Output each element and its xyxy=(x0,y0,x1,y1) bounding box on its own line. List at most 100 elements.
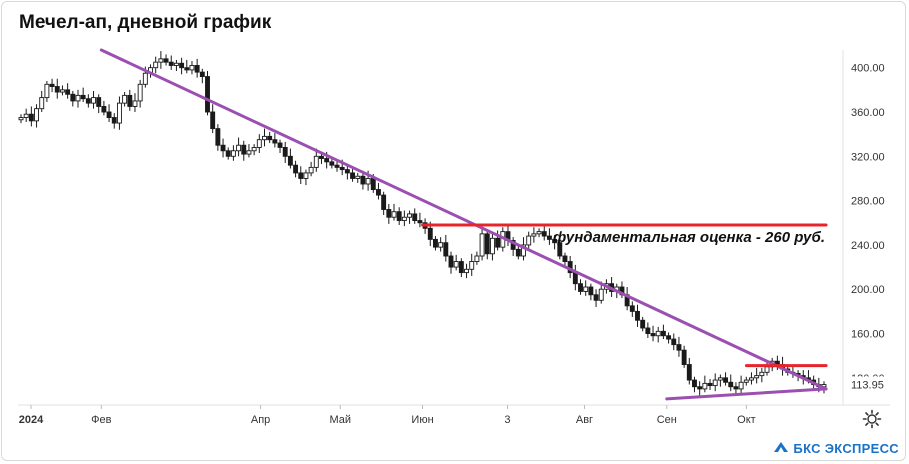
last-price-label: 113.95 xyxy=(851,380,884,392)
candle xyxy=(220,144,226,152)
candle xyxy=(728,381,734,388)
candle xyxy=(39,97,45,110)
candle xyxy=(116,102,122,124)
candle xyxy=(521,244,526,257)
candle xyxy=(189,65,195,71)
candle xyxy=(324,158,330,163)
candle xyxy=(702,382,708,390)
candle xyxy=(184,67,190,71)
candle xyxy=(303,172,309,179)
candle xyxy=(91,97,96,104)
candle xyxy=(127,94,133,107)
candle xyxy=(707,382,713,387)
candle xyxy=(386,209,392,218)
candle xyxy=(671,338,677,346)
candle xyxy=(70,93,76,102)
candle xyxy=(712,379,718,387)
candle xyxy=(676,344,682,351)
candle xyxy=(96,97,102,107)
candle xyxy=(453,261,459,268)
candle xyxy=(344,169,350,174)
candle xyxy=(407,213,412,218)
candle xyxy=(588,286,594,296)
candle xyxy=(629,305,635,312)
x-tick-label: Апр xyxy=(251,414,270,426)
candle xyxy=(552,238,558,244)
candle xyxy=(381,194,387,210)
candle xyxy=(153,61,159,69)
candle xyxy=(28,113,34,122)
candle xyxy=(749,377,754,381)
candle xyxy=(80,94,86,100)
candle xyxy=(598,288,604,301)
candle xyxy=(205,76,210,113)
candle xyxy=(650,333,656,337)
candle xyxy=(412,213,418,222)
candle xyxy=(355,175,361,179)
candle xyxy=(572,272,578,285)
candle xyxy=(448,255,454,268)
candle xyxy=(334,164,340,168)
candle xyxy=(593,294,599,301)
candle xyxy=(49,83,55,87)
candle xyxy=(427,227,433,240)
candle xyxy=(272,139,278,144)
y-tick-label: 240.00 xyxy=(851,240,885,252)
candle xyxy=(308,166,314,174)
candle xyxy=(376,189,381,196)
candle xyxy=(474,255,480,262)
y-tick-label: 320.00 xyxy=(851,151,885,163)
candle xyxy=(738,381,744,390)
gear-icon[interactable] xyxy=(862,409,882,429)
candle xyxy=(277,142,283,148)
candle xyxy=(759,371,765,377)
x-tick-label: Окт xyxy=(737,414,756,426)
candle xyxy=(578,283,583,292)
candle xyxy=(469,261,475,270)
y-tick-label: 160.00 xyxy=(851,329,885,341)
candle xyxy=(132,100,138,107)
candle xyxy=(417,220,423,224)
candle xyxy=(350,172,356,179)
x-tick-label: Май xyxy=(329,414,351,426)
y-tick-label: 400.00 xyxy=(851,63,885,75)
brand-footer: БКС ЭКСПРЕСС xyxy=(773,441,899,456)
trend-top-line xyxy=(99,48,828,391)
y-tick-label: 360.00 xyxy=(851,107,885,119)
candle xyxy=(660,330,666,337)
bks-logo-icon xyxy=(773,442,789,456)
candle xyxy=(557,242,563,257)
candle xyxy=(215,128,221,146)
candle xyxy=(479,233,485,257)
candle xyxy=(645,327,651,334)
candle xyxy=(541,231,547,237)
candle xyxy=(692,379,697,388)
candle xyxy=(495,237,501,248)
y-tick-label: 200.00 xyxy=(851,284,885,296)
candle xyxy=(106,111,112,118)
candle xyxy=(526,235,532,246)
candle xyxy=(743,379,749,383)
candle xyxy=(764,366,770,373)
candle xyxy=(85,98,91,104)
candle xyxy=(458,261,464,274)
last-price-box xyxy=(844,376,896,393)
candle xyxy=(168,61,174,66)
candle xyxy=(433,238,438,248)
candle xyxy=(210,111,216,130)
x-tick-label: Фев xyxy=(91,414,111,426)
candle xyxy=(401,216,407,222)
candle xyxy=(282,146,288,157)
candle xyxy=(319,155,324,159)
fundamental-value-annotation: фундаментальная оценка - 260 руб. xyxy=(553,229,825,246)
candle xyxy=(562,255,568,262)
candle xyxy=(59,89,65,93)
candle xyxy=(443,242,449,257)
candle xyxy=(635,310,640,321)
candle xyxy=(236,144,242,152)
y-tick-label: 280.00 xyxy=(851,196,885,208)
candle xyxy=(298,172,304,179)
candle xyxy=(536,231,542,235)
candle xyxy=(158,58,164,63)
